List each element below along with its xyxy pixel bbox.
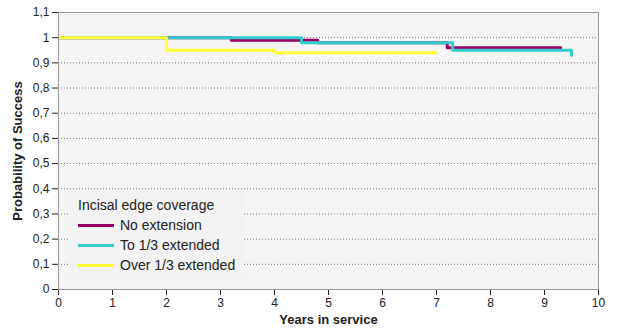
svg-text:2: 2 [163,296,170,310]
svg-text:1: 1 [109,296,116,310]
svg-text:9: 9 [541,296,548,310]
svg-text:0,7: 0,7 [33,106,50,120]
svg-text:1,1: 1,1 [33,5,50,19]
svg-text:0: 0 [43,282,50,296]
svg-text:1: 1 [43,31,50,45]
svg-text:Probability of Success: Probability of Success [10,81,25,220]
svg-text:10: 10 [592,296,606,310]
svg-text:Years in service: Years in service [279,312,377,327]
svg-text:0,9: 0,9 [33,56,50,70]
svg-text:0,2: 0,2 [33,232,50,246]
html-text:Over 1/3 extended: Over 1/3 extended [120,257,236,273]
svg-text:0,3: 0,3 [33,207,50,221]
svg-text:0,6: 0,6 [33,131,50,145]
svg-text:4: 4 [271,296,278,310]
html-text:To 1/3 extended: To 1/3 extended [120,237,220,253]
svg-text:0: 0 [55,296,62,310]
html-text:No extension: No extension [120,217,202,233]
svg-text:0,8: 0,8 [33,81,50,95]
svg-text:6: 6 [379,296,386,310]
svg-text:3: 3 [217,296,224,310]
svg-text:5: 5 [325,296,332,310]
svg-text:0,1: 0,1 [33,257,50,271]
svg-text:7: 7 [433,296,440,310]
svg-text:8: 8 [487,296,494,310]
html-text:Incisal edge coverage: Incisal edge coverage [78,197,215,213]
svg-text:0,4: 0,4 [33,182,50,196]
svg-text:0,5: 0,5 [33,156,50,170]
